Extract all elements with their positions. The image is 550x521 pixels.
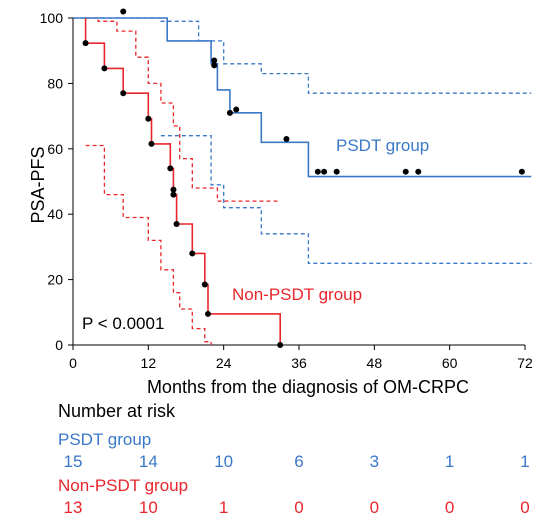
x-tick-label: 0	[69, 355, 77, 371]
risk-count: 14	[139, 452, 158, 471]
censor-marker-psdt	[211, 62, 218, 69]
x-axis-label: Months from the diagnosis of OM-CRPC	[147, 377, 469, 397]
censor-marker-non-psdt	[120, 90, 127, 97]
censor-marker-psdt	[233, 106, 240, 113]
risk-count: 1	[445, 452, 454, 471]
ci-upper-non-psdt	[85, 17, 281, 202]
risk-count: 1	[219, 498, 228, 517]
y-tick-label: 0	[55, 337, 63, 353]
risk-count: 10	[214, 452, 233, 471]
km-curve-psdt	[73, 17, 532, 178]
censor-marker-non-psdt	[170, 186, 177, 193]
risk-count: 0	[294, 498, 303, 517]
ci-lower-psdt	[160, 135, 532, 264]
censor-marker-non-psdt	[201, 281, 208, 288]
risk-count: 1	[520, 452, 529, 471]
risk-count: 0	[445, 498, 454, 517]
censor-marker-psdt	[283, 135, 290, 142]
axes: 0 20 40 60 80 100 0 12 24 36 48 60 72	[40, 10, 533, 371]
number-at-risk-table: Number at risk PSDT group 15 14 10 6 3 1 1 Non…	[58, 401, 530, 517]
risk-row-label-non-psdt: Non-PSDT group	[58, 476, 188, 495]
x-tick-label: 60	[442, 355, 458, 371]
ci-upper-psdt	[73, 17, 532, 94]
censor-marker-psdt	[314, 168, 321, 175]
x-tick-label: 48	[367, 355, 383, 371]
censor-marker-non-psdt	[148, 140, 155, 147]
chart-labels: PSA-PFS Months from the diagnosis of OM-…	[28, 136, 469, 397]
censor-marker-psdt	[518, 168, 525, 175]
confidence-intervals	[73, 17, 532, 345]
risk-table-heading: Number at risk	[58, 401, 176, 421]
risk-count: 10	[139, 498, 158, 517]
censor-marker-non-psdt	[145, 115, 152, 122]
risk-count: 0	[370, 498, 379, 517]
series-label-psdt: PSDT group	[336, 136, 429, 155]
x-tick-label: 12	[141, 355, 157, 371]
y-tick-label: 80	[47, 75, 63, 91]
p-value-annotation: P < 0.0001	[82, 314, 164, 333]
censor-marker-non-psdt	[189, 250, 196, 257]
y-axis-label: PSA-PFS	[28, 146, 48, 223]
risk-count: 6	[294, 452, 303, 471]
censor-marker-psdt	[321, 168, 328, 175]
risk-count: 0	[520, 498, 529, 517]
censor-markers	[82, 8, 525, 348]
risk-row-non-psdt: 13 10 1 0 0 0 0	[64, 498, 530, 517]
x-tick-label: 36	[291, 355, 307, 371]
risk-count: 15	[64, 452, 83, 471]
y-tick-label: 100	[40, 10, 64, 26]
censor-marker-non-psdt	[277, 342, 284, 348]
censor-marker-non-psdt	[167, 165, 174, 172]
censor-marker-psdt	[211, 57, 218, 64]
censor-marker-non-psdt	[101, 65, 108, 72]
ci-lower-non-psdt	[85, 144, 212, 345]
y-tick-label: 20	[47, 272, 63, 288]
risk-row-label-psdt: PSDT group	[58, 430, 151, 449]
risk-row-psdt: 15 14 10 6 3 1 1	[64, 452, 530, 471]
censor-marker-non-psdt	[170, 191, 177, 198]
y-tick-label: 60	[47, 141, 63, 157]
censor-marker-non-psdt	[173, 221, 180, 228]
censor-marker-psdt	[402, 168, 409, 175]
censor-marker-non-psdt	[204, 310, 211, 317]
risk-count: 13	[64, 498, 83, 517]
risk-count: 3	[370, 452, 379, 471]
censor-marker-non-psdt	[82, 40, 89, 47]
censor-marker-psdt	[226, 109, 233, 116]
x-tick-label: 72	[517, 355, 533, 371]
y-tick-label: 40	[47, 206, 63, 222]
x-tick-label: 24	[216, 355, 232, 371]
censor-marker-psdt	[120, 8, 127, 15]
censor-marker-psdt	[333, 168, 340, 175]
series-label-non-psdt: Non-PSDT group	[232, 285, 362, 304]
censor-marker-psdt	[415, 168, 422, 175]
